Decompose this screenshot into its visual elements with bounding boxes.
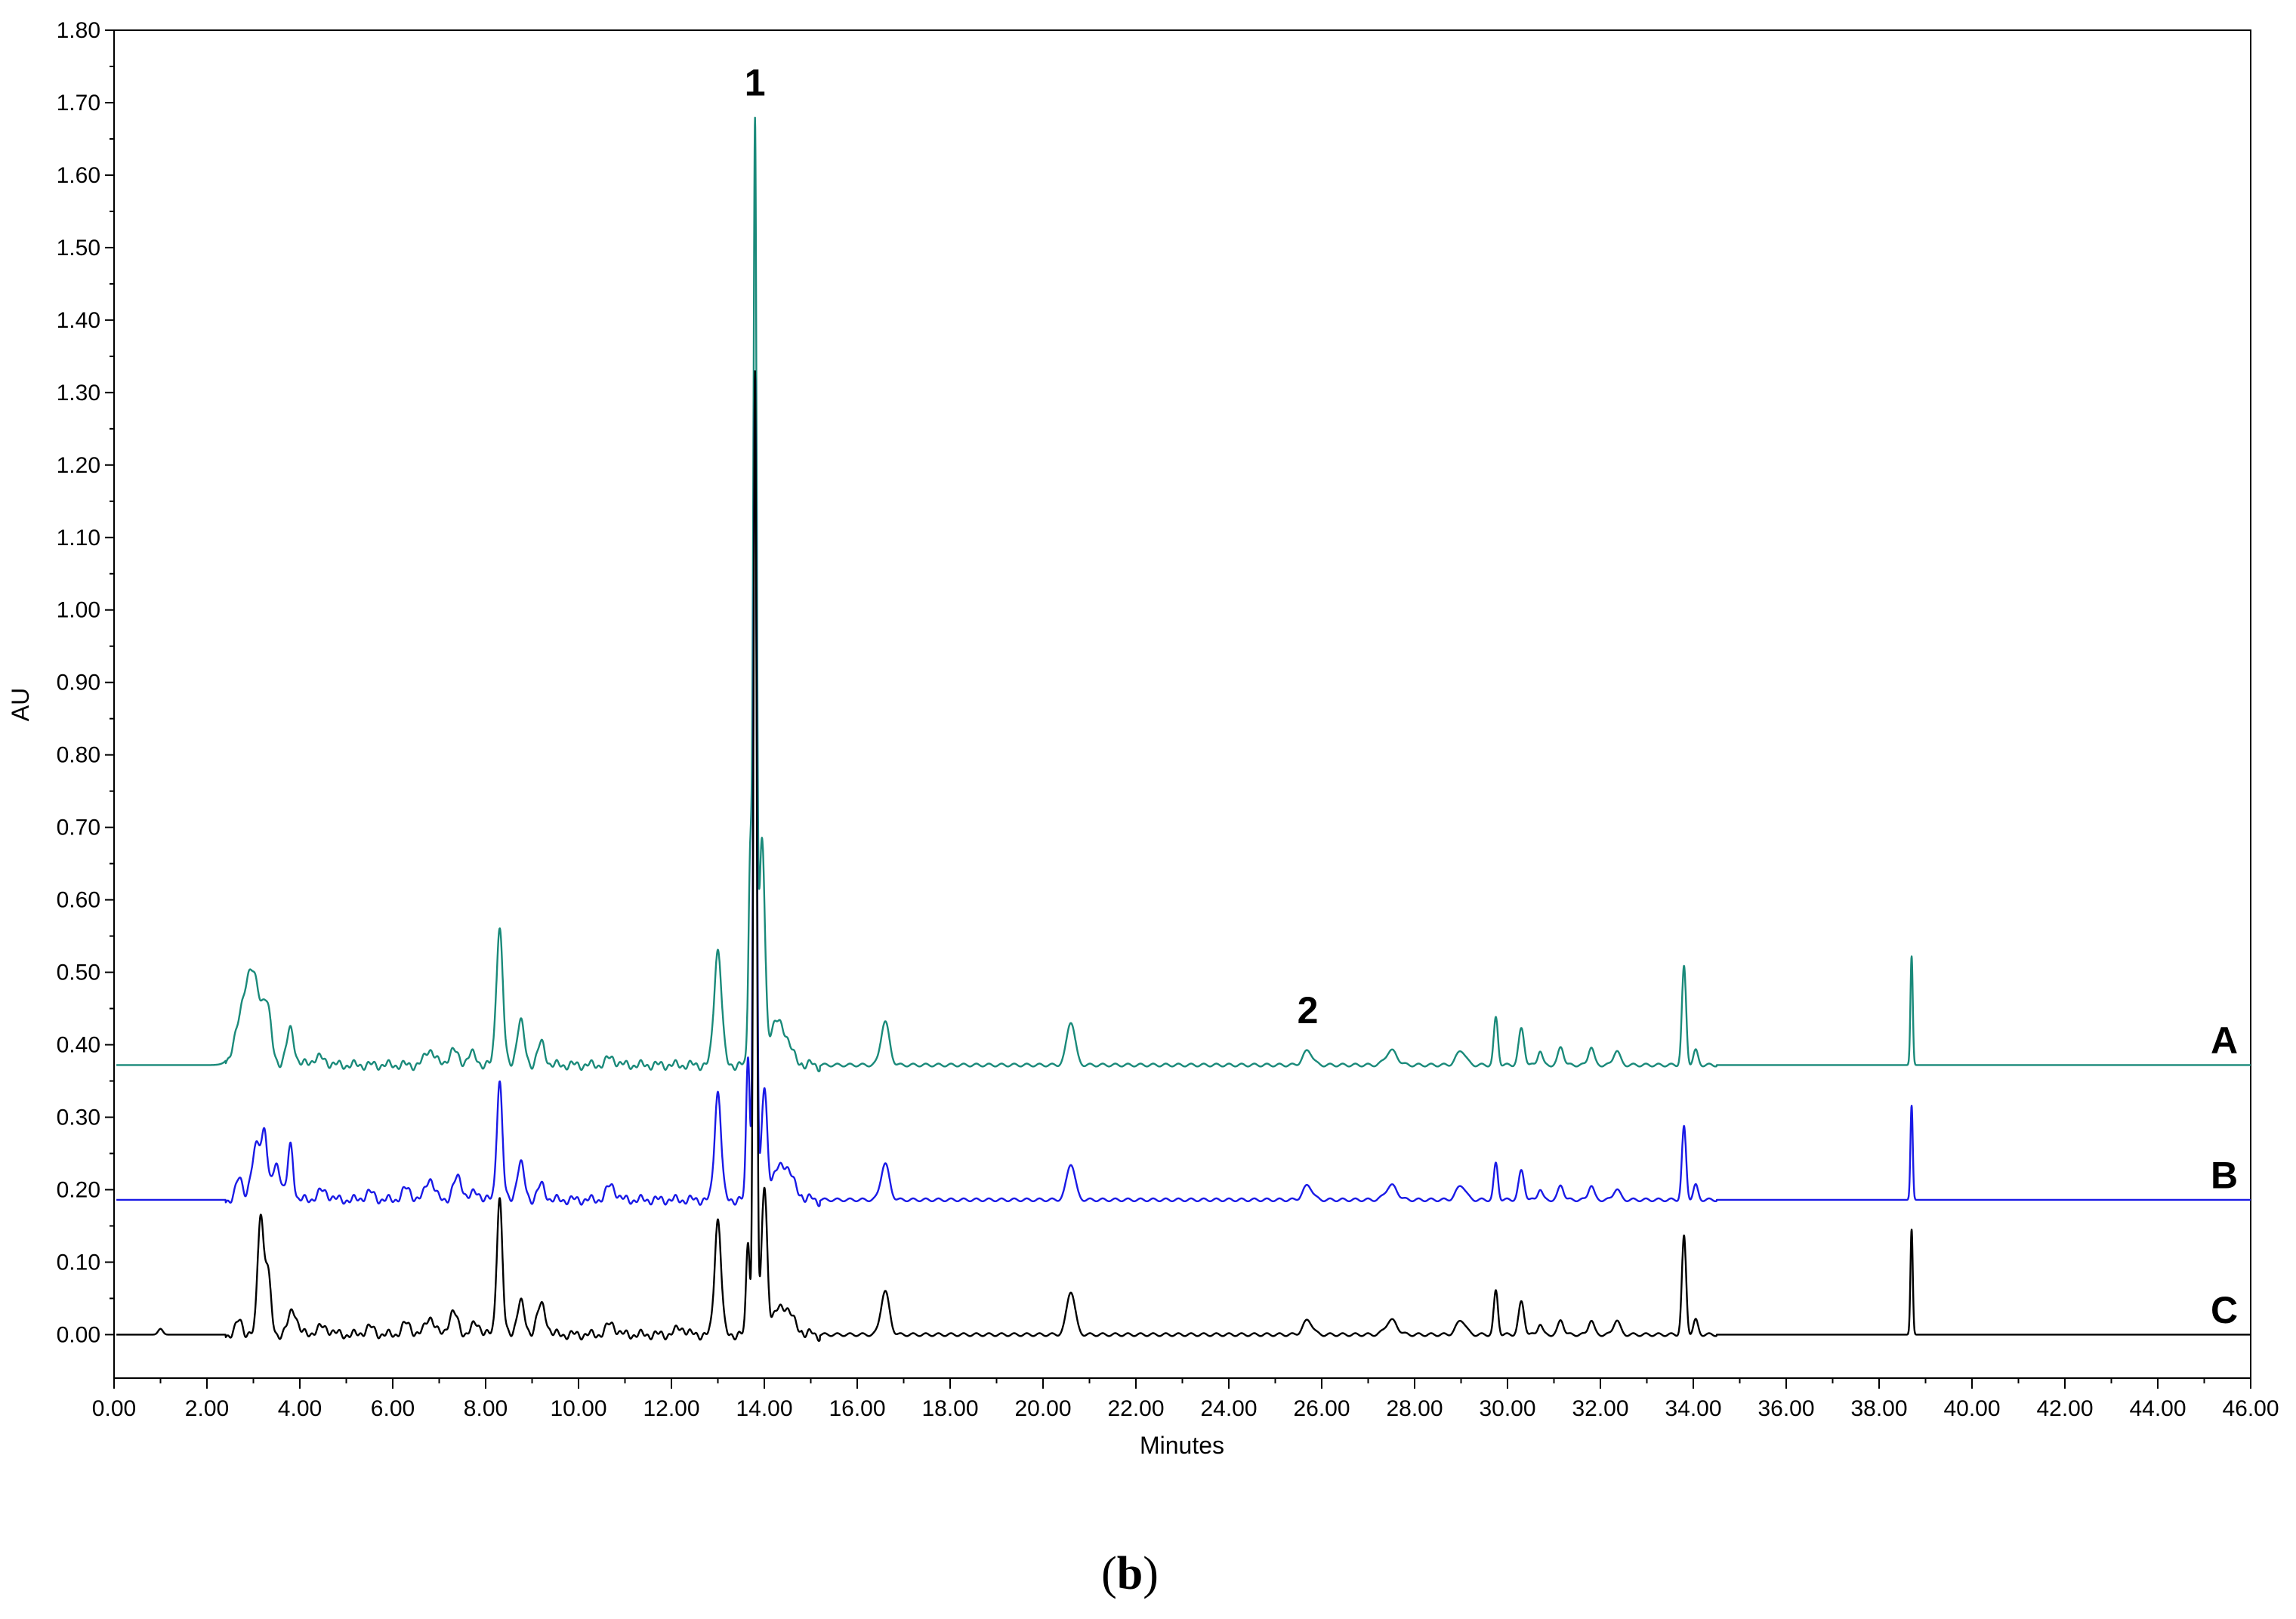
trace-label-b: B: [2211, 1154, 2238, 1196]
y-tick-label: 0.20: [57, 1177, 100, 1202]
x-tick-label: 4.00: [278, 1396, 322, 1421]
peak-label: 2: [1298, 989, 1319, 1032]
trace-b: [116, 373, 2251, 1207]
caption-open: (: [1101, 1548, 1117, 1599]
y-tick-label: 0.30: [57, 1106, 100, 1130]
x-tick-label: 8.00: [464, 1396, 508, 1421]
y-tick-label: 1.40: [57, 308, 100, 333]
y-axis: 0.00 0.10 0.20 0.30 0.40 0.50 0.60 0.70 0.80 0.90…: [57, 18, 114, 1347]
x-tick-label: 6.00: [371, 1396, 415, 1421]
x-tick-label: 22.00: [1107, 1396, 1164, 1421]
y-tick-label: 1.20: [57, 453, 100, 478]
trace-label-c: C: [2211, 1289, 2238, 1331]
x-tick-label: 10.00: [550, 1396, 606, 1421]
y-tick-label: 0.40: [57, 1033, 100, 1058]
x-tick-label: 0.00: [92, 1396, 136, 1421]
y-tick-label: 0.10: [57, 1250, 100, 1275]
y-tick-label: 1.80: [57, 18, 100, 43]
y-tick-label: 0.00: [57, 1322, 100, 1347]
trace-group: [116, 116, 2251, 1342]
x-tick-label: 30.00: [1479, 1396, 1535, 1421]
x-tick-label: 18.00: [921, 1396, 978, 1421]
x-tick-label: 32.00: [1572, 1396, 1628, 1421]
caption-close: ): [1143, 1548, 1159, 1599]
x-tick-label: 20.00: [1014, 1396, 1071, 1421]
y-axis-title: AU: [7, 688, 34, 721]
x-tick-label: 16.00: [829, 1396, 885, 1421]
x-tick-label: 26.00: [1293, 1396, 1350, 1421]
x-tick-label: 24.00: [1200, 1396, 1257, 1421]
x-tick-label: 2.00: [185, 1396, 229, 1421]
y-tick-label: 1.10: [57, 526, 100, 550]
y-tick-label: 1.30: [57, 381, 100, 406]
legend: A B C: [2211, 1019, 2238, 1331]
y-tick-label: 1.00: [57, 598, 100, 623]
x-tick-label: 14.00: [736, 1396, 792, 1421]
x-tick-label: 44.00: [2129, 1396, 2186, 1421]
x-tick-label: 12.00: [643, 1396, 699, 1421]
y-tick-label: 1.70: [57, 91, 100, 116]
figure-caption: (b): [1101, 1548, 1159, 1599]
y-tick-label: 0.90: [57, 671, 100, 695]
caption-letter: b: [1117, 1548, 1143, 1599]
x-tick-label: 42.00: [2036, 1396, 2093, 1421]
trace-label-a: A: [2211, 1019, 2238, 1062]
plot-frame: [113, 29, 2251, 1379]
trace-a: [116, 116, 2251, 1072]
y-tick-label: 1.50: [57, 236, 100, 261]
x-tick-label: 38.00: [1850, 1396, 1907, 1421]
x-tick-label: 34.00: [1665, 1396, 1721, 1421]
peak-label: 1: [745, 61, 766, 103]
y-tick-label: 1.60: [57, 163, 100, 188]
x-tick-label: 46.00: [2222, 1396, 2279, 1421]
y-tick-label: 0.60: [57, 888, 100, 913]
x-tick-label: 28.00: [1386, 1396, 1443, 1421]
annotations: 12: [745, 61, 1319, 1031]
x-tick-label: 40.00: [1943, 1396, 2000, 1421]
y-tick-label: 0.80: [57, 743, 100, 768]
y-tick-label: 0.50: [57, 961, 100, 985]
x-tick-label: 36.00: [1757, 1396, 1814, 1421]
x-axis: 0.00 2.00 4.00 6.00 8.00 10.00 12.00 14.00 16.00…: [92, 1378, 2279, 1421]
y-tick-label: 0.70: [57, 816, 100, 840]
x-axis-title: Minutes: [1140, 1432, 1224, 1459]
trace-c: [116, 370, 2251, 1342]
